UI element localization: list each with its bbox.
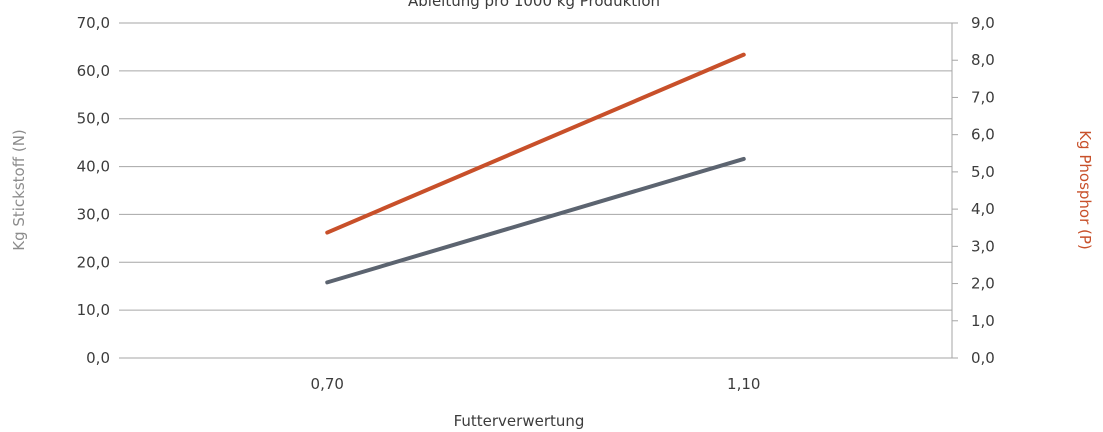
y-axis-title: Kg Stickstoff (N) xyxy=(10,129,28,251)
right-axis-ticks: 0,0 1,0 2,0 3,0 4,0 5,0 6,0 7,0 8,0 9,0 xyxy=(952,14,995,367)
y2-tick-label: 4,0 xyxy=(971,200,995,218)
y2-tick-label: 8,0 xyxy=(971,51,995,69)
y2-tick-label: 6,0 xyxy=(971,126,995,144)
y-tick-label: 30,0 xyxy=(77,205,110,223)
x-tick-label: 0,70 xyxy=(311,375,344,393)
gridlines xyxy=(119,22,952,311)
y2-tick-label: 0,0 xyxy=(971,349,995,367)
left-axis-ticks: 0,0 10,0 20,0 30,0 40,0 50,0 60,0 70,0 xyxy=(77,14,110,367)
axes xyxy=(119,23,953,359)
y2-tick-label: 7,0 xyxy=(971,88,995,106)
y2-tick-label: 3,0 xyxy=(971,237,995,255)
y2-tick-label: 1,0 xyxy=(971,312,995,330)
y2-tick-label: 9,0 xyxy=(971,14,995,32)
x-tick-label: 1,10 xyxy=(727,375,760,393)
series-lines xyxy=(325,52,746,285)
chart-title: Ableitung pro 1000 kg Produktion xyxy=(408,0,660,10)
y2-tick-label: 2,0 xyxy=(971,275,995,293)
y-tick-label: 0,0 xyxy=(86,349,110,367)
y-tick-label: 50,0 xyxy=(77,110,110,128)
y-tick-label: 70,0 xyxy=(77,14,110,32)
x-axis-title: Futterverwertung xyxy=(454,412,585,430)
y2-tick-label: 5,0 xyxy=(971,163,995,181)
y-tick-label: 10,0 xyxy=(77,301,110,319)
x-axis-ticks: 0,70 1,10 xyxy=(311,375,761,393)
y2-axis-title: Kg Phosphor (P) xyxy=(1076,130,1094,250)
y-tick-label: 60,0 xyxy=(77,62,110,80)
y-tick-label: 20,0 xyxy=(77,253,110,271)
y-tick-label: 40,0 xyxy=(77,158,110,176)
nitrogen-line xyxy=(325,156,746,285)
phosphor-line xyxy=(325,52,746,235)
